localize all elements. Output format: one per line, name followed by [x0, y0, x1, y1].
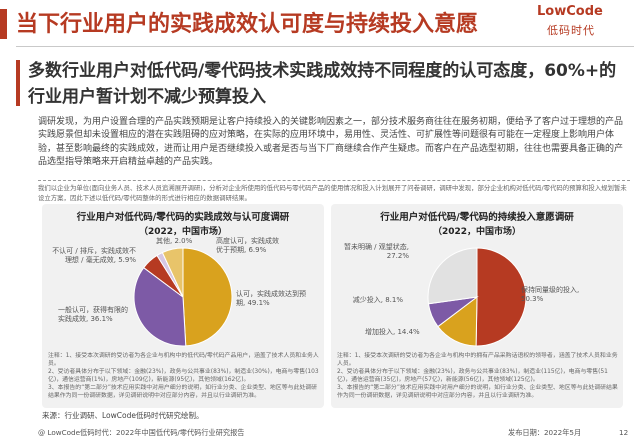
chart-note-line: 注释：1、接受本次调研的受访者为各企业与机构中的拥有产品采购话语权的领导者，涵盖…	[337, 353, 618, 367]
slice-label-acceptance: 认可，实践成效达到预期, 49.1%	[236, 290, 306, 307]
chart-note-line: 3、本报告的“第二部分”技术应用实践中对用户细分的说明，如行业分类、企业类型、地…	[337, 385, 618, 399]
method-note: 我们以企业为单位(面向业务人员、技术人员追溯展开调研)，分析对企业所使用的低代码…	[38, 184, 627, 202]
slice-label-decrease: 减少投入, 8.1%	[352, 296, 403, 304]
pie-chart-acceptance	[133, 247, 233, 347]
chart-note-line: 注释：1、接受本次调研的受访者为各企业与机构中的低代码/零代码产品用户，涵盖了技…	[48, 353, 319, 367]
lowcode-logo: LowCode 低码时代	[537, 4, 637, 44]
title-divider	[16, 46, 634, 47]
footer-report-title: @ LowCode低码时代：2022年中国低代码/零代码行业研究报告	[38, 428, 245, 437]
chart-notes: 注释：1、接受本次调研的受访者为各企业与机构中的拥有产品采购话语权的领导者，涵盖…	[337, 352, 619, 400]
slice-label-wait-and-see: 暂未明确 / 观望状态, 27.2%	[343, 243, 409, 260]
subhead-accent-bar	[16, 60, 20, 106]
chart-note-line: 2、受访者具体分布于以下领域：金融(23%)，政务与公共事业(83%)，制造业(…	[337, 369, 608, 383]
chart-title: 行业用户对低代码/零代码的实践成效与认可度调研	[76, 212, 290, 223]
footer-publish-date: 发布日期：2022年5月	[508, 428, 582, 437]
chart-note-line: 2、受访者具体分布于以下领域：金融(23%)，政务与公共事业(83%)，制造业(…	[48, 369, 319, 383]
slice-label-other: 其他, 2.0%	[156, 237, 193, 245]
pie-slice-0	[182, 247, 233, 347]
body-paragraph: 调研发现，为用户设置合理的产品实践预期是让客户持续投入的关键影响因素之一，部分技…	[38, 117, 624, 168]
slice-label-rejection: 不认可 / 排斥，实践成效不理想 / 毫无成效, 5.9%	[52, 247, 136, 264]
chart-subtitle: （2022，中国市场）	[138, 227, 228, 237]
page-title: 当下行业用户的实践成效认可度与持续投入意愿	[16, 12, 479, 37]
slice-label-increase: 增加投入, 14.4%	[365, 328, 420, 336]
chart-panel-investment: 行业用户对低代码/零代码的持续投入意愿调研 （2022，中国市场） 暂未明确 /…	[331, 204, 623, 408]
slice-label-maintain: 保持同量级的投入, 50.3%	[521, 286, 580, 303]
slice-label-general: 一般认可，获得有限的实践成效, 36.1%	[58, 306, 128, 323]
chart-title: 行业用户对低代码/零代码的持续投入意愿调研	[380, 212, 574, 223]
pie-slice-1	[133, 267, 187, 347]
pie-chart-investment	[427, 247, 527, 347]
pie-slice-3	[427, 247, 478, 305]
slice-label-high-acceptance: 高度认可，实践成效优于预期, 6.9%	[216, 237, 279, 254]
logo-tagline: 低码时代	[547, 24, 595, 37]
key-finding-heading: 多数行业用户对低代码/零代码技术实践成效持不同程度的认可态度，60%+的行业用户…	[28, 61, 617, 107]
pie-slice-4	[161, 247, 184, 298]
pie-slice-0	[475, 247, 527, 347]
source-note: 来源：行业调研、LowCode低码时代研究绘制。	[42, 411, 204, 420]
title-accent-bar	[0, 9, 7, 39]
chart-note-line: 3、本报告的“第二部分”技术应用实践中对用户细分的说明，如行业分类、企业类型、地…	[48, 385, 318, 399]
chart-subtitle: （2022，中国市场）	[432, 227, 522, 237]
notes-divider	[38, 180, 630, 181]
chart-panel-acceptance: 行业用户对低代码/零代码的实践成效与认可度调研 （2022，中国市场） 其他, …	[42, 204, 324, 408]
chart-notes: 注释：1、接受本次调研的受访者为各企业与机构中的低代码/零代码产品用户，涵盖了技…	[48, 352, 320, 400]
page-number: 12	[619, 428, 629, 437]
logo-wordmark: LowCode	[537, 4, 603, 19]
